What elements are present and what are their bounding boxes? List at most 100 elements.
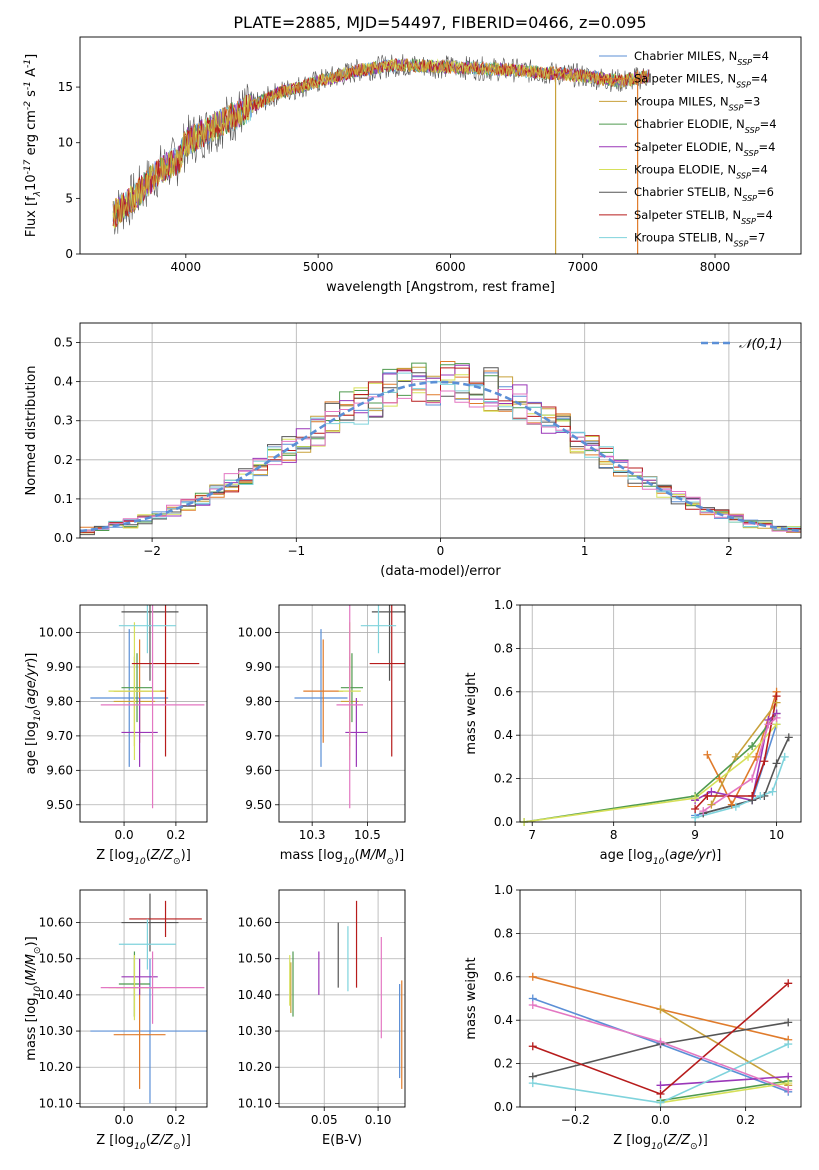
y-tick-label: 10.00 <box>39 626 73 640</box>
y-tick-label: 0.2 <box>494 1057 513 1071</box>
x-tick-label: 10.3 <box>299 828 326 842</box>
data-point <box>656 1005 665 1014</box>
y-tick-label: 9.70 <box>245 729 272 743</box>
panel-mass-vs-EBV: 0.05 0.10 10.10 10.20 10.30 10.40 10.50 10.60 E(… <box>238 889 406 1148</box>
data-point <box>784 1040 793 1049</box>
y-tick-label: 0.0 <box>54 531 73 545</box>
y-tick-label: 0.0 <box>494 815 513 829</box>
y-tick-label: 9.80 <box>245 694 272 708</box>
x-tick-label: 0.0 <box>115 828 134 842</box>
data-point <box>748 742 757 751</box>
axes-frame <box>79 889 208 1108</box>
data-point <box>691 813 700 822</box>
data-point <box>715 774 724 783</box>
y-tick-label: 10.50 <box>238 952 272 966</box>
plot-area <box>289 900 403 1089</box>
panel-mass-weight-vs-age: 7 8 9 10 0.0 0.2 0.4 0.6 0.8 1.0 age [log10(age/yr… <box>464 598 802 867</box>
y-axis-label: mass [log10(M/M⊙)] <box>24 936 43 1060</box>
y-tick-label: 9.50 <box>46 798 73 812</box>
data-point <box>756 791 765 800</box>
data-point <box>727 800 736 809</box>
axes-frame <box>79 36 802 255</box>
legend-label: Chabrier STELIB, NSSP=6 <box>634 185 774 203</box>
panel-residuals: −2 −1 0 1 2 0.0 0.1 0.2 0.3 0.4 0.5 (data-model)/er… <box>24 322 802 579</box>
axes-frame <box>519 889 802 1108</box>
y-tick-label: 0.4 <box>54 375 73 389</box>
y-axis-label: age [log10(age/yr)] <box>24 653 43 775</box>
error-bar-point <box>121 653 153 723</box>
panel-spectrum: 4000 5000 6000 7000 8000 0 5 10 15 wavelength [An… <box>23 36 802 295</box>
y-tick-label: 10.30 <box>238 1024 272 1038</box>
x-tick-label: −1 <box>287 544 305 558</box>
axes-frame <box>519 604 802 823</box>
axes-frame <box>278 889 406 1108</box>
panel-mass-vs-Z: 0.0 0.2 10.10 10.20 10.30 10.40 10.50 10.60 Z [l… <box>24 889 208 1152</box>
error-bar-point <box>129 900 202 938</box>
y-tick-label: 0.1 <box>54 492 73 506</box>
data-point <box>752 752 761 761</box>
y-tick-label: 9.90 <box>245 660 272 674</box>
spectrum-line <box>112 58 650 224</box>
x-axis-label: mass [log10(M/M⊙)] <box>280 848 404 867</box>
y-tick-label: 1.0 <box>494 883 513 897</box>
data-point <box>764 720 773 729</box>
x-tick-label: 0.05 <box>311 1113 338 1127</box>
error-bar-point <box>371 605 405 681</box>
y-tick-label: 1.0 <box>494 598 513 612</box>
x-tick-label: 1 <box>581 544 589 558</box>
data-point <box>744 752 753 761</box>
error-bar-point <box>118 918 176 970</box>
y-tick-label: 9.60 <box>245 763 272 777</box>
y-tick-label: 5 <box>65 191 73 205</box>
y-tick-label: 0.8 <box>494 926 513 940</box>
error-bar-point <box>121 605 179 681</box>
series-line <box>660 1082 789 1104</box>
plot-area <box>294 605 405 809</box>
x-tick-label: 4000 <box>171 260 202 274</box>
data-point <box>691 794 700 803</box>
y-tick-label: 10.40 <box>238 988 272 1002</box>
x-tick-label: 0.0 <box>115 1113 134 1127</box>
panel-age-vs-Z: 0.0 0.2 9.50 9.60 9.70 9.80 9.90 10.00 Z [log10(… <box>24 604 208 867</box>
error-bar-point <box>100 605 205 809</box>
y-tick-label: 10.20 <box>39 1060 73 1074</box>
data-point <box>784 1018 793 1027</box>
axes-frame <box>278 604 406 823</box>
x-tick-label: 0.0 <box>651 1113 670 1127</box>
data-point <box>656 1081 665 1090</box>
y-tick-label: 0 <box>65 247 73 261</box>
error-bar-point <box>100 951 205 1024</box>
legend-label: Salpeter STELIB, NSSP=4 <box>634 208 773 226</box>
series-line <box>660 1080 789 1102</box>
x-tick-label: 9 <box>691 828 699 842</box>
x-tick-label: 0 <box>437 544 445 558</box>
data-point <box>780 752 789 761</box>
error-bar-point <box>340 653 363 723</box>
series-line <box>660 1075 789 1087</box>
series-line <box>660 1008 789 1086</box>
x-tick-label: 0.10 <box>365 1113 392 1127</box>
y-tick-label: 10.50 <box>39 952 73 966</box>
x-axis-label: Z [log10(Z/Z⊙)] <box>96 848 191 867</box>
data-point <box>748 791 757 800</box>
y-tick-label: 9.80 <box>46 694 73 708</box>
data-point <box>772 692 781 701</box>
legend-label: Salpeter MILES, NSSP=4 <box>634 72 768 90</box>
legend-label: Chabrier ELODIE, NSSP=4 <box>634 117 777 135</box>
data-point <box>691 804 700 813</box>
x-axis-label: E(B-V) <box>322 1133 362 1148</box>
y-tick-label: 10 <box>58 136 73 150</box>
plot-area <box>90 605 205 809</box>
data-point <box>772 759 781 768</box>
y-tick-label: 0.8 <box>494 641 513 655</box>
y-tick-label: 0.6 <box>494 685 513 699</box>
x-tick-label: 0.2 <box>736 1113 755 1127</box>
y-axis-label: Normed distribution <box>24 366 39 496</box>
data-point <box>748 774 757 783</box>
panel-mass-weight-vs-Z: −0.2 0.0 0.2 0.0 0.2 0.4 0.6 0.8 1.0 Z [log10(Z/Z… <box>464 883 802 1152</box>
y-tick-label: 10.10 <box>238 1096 272 1110</box>
series-line <box>523 713 778 822</box>
data-point <box>707 787 716 796</box>
data-point <box>528 1079 537 1088</box>
data-point <box>760 757 769 766</box>
